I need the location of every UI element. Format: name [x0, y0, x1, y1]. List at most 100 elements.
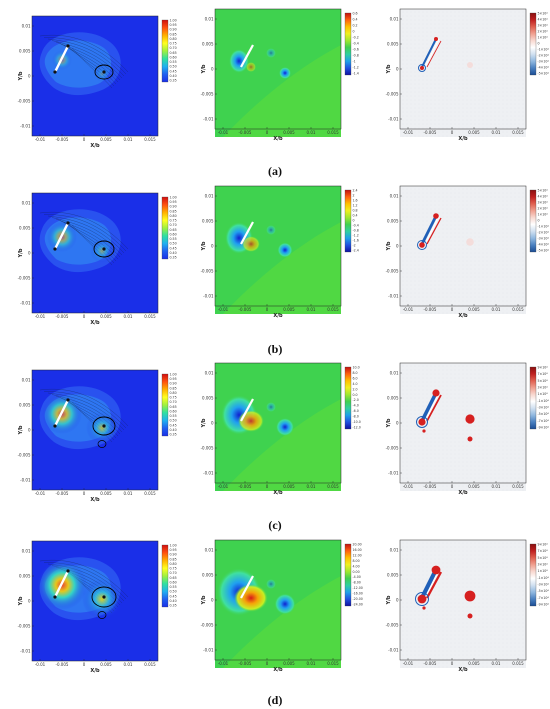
colorbar-label: -7×10⁴ [538, 596, 550, 600]
colorbar: 1.000.950.900.850.800.750.700.650.600.55… [161, 196, 177, 260]
x-tick-label: -0.005 [239, 307, 252, 312]
y-tick-label: 0.005 [19, 225, 31, 230]
y-axis-label: Y/b [201, 595, 207, 605]
x-tick-label: 0.005 [100, 491, 112, 496]
colorbar-label: 0.90 [170, 382, 177, 386]
x-tick-label: 0.01 [307, 130, 316, 135]
colorbar-label: 0.50 [170, 419, 177, 423]
colorbar-label: 0.85 [170, 32, 177, 36]
contour-plot: -0.01 -0.005 0 0.005 0.01 0.015 0.01 0.005 0 -0.0… [18, 192, 177, 326]
colorbar-label: 0 [538, 42, 540, 46]
plot-axes: -0.01 -0.005 0 0.005 0.01 0.015 0.01 0.005 0 -0.0… [386, 185, 527, 319]
colorbar-label: -3×10⁴ [538, 406, 550, 410]
colorbar-label: 16.00 [353, 548, 362, 552]
y-tick-label: 0 [396, 66, 399, 71]
colorbar-label: 0 [353, 30, 355, 34]
plate [240, 575, 254, 599]
colorbar-label: 0.75 [170, 567, 177, 571]
y-tick-label: -0.01 [20, 477, 31, 482]
colorbar-label: 0.00 [353, 570, 360, 574]
x-tick-label: 0.005 [100, 314, 112, 319]
colorbar: 1.000.950.900.850.800.750.700.650.600.55… [161, 544, 177, 608]
y-tick-label: 0 [211, 597, 214, 602]
plot-axes: -0.01 -0.005 0 0.005 0.01 0.015 0.01 0.005 0 -0.0… [201, 362, 342, 496]
x-tick-label: 0.015 [327, 130, 339, 135]
x-tick-label: 0 [451, 484, 454, 489]
colorbar-label: -12.00 [353, 586, 363, 590]
colorbar: 1.000.950.900.850.800.750.700.650.600.55… [161, 373, 177, 437]
x-tick-label: -0.005 [239, 484, 252, 489]
colorbar-label: 0.65 [170, 405, 177, 409]
colorbar-label: 0.65 [170, 228, 177, 232]
y-axis-label: Y/b [201, 64, 207, 74]
field-contours [32, 370, 158, 490]
x-tick-label: 0.015 [512, 130, 524, 135]
colorbar-label: 4.00 [353, 564, 360, 568]
y-axis-label: Y/b [18, 425, 24, 435]
colorbar-label: 0.65 [170, 576, 177, 580]
plot-axes: -0.01 -0.005 0 0.005 0.01 0.015 0.01 0.005 0 -0.0… [18, 192, 159, 326]
colorbar-label: 5×10⁴ [538, 189, 549, 193]
panel-c-2: -0.01 -0.005 0 0.005 0.01 0.015 0.01 0.005 0 -0.0… [193, 359, 363, 519]
y-tick-label: -0.005 [386, 91, 399, 96]
colorbar: 5×10⁴ 4×10⁴ 3×10⁴ 2×10⁴ 1×10⁴ 0 -1×10⁴ -2×10⁴ -3… [529, 189, 549, 253]
figure-row-b: -0.01 -0.005 0 0.005 0.01 0.015 0.01 0.005 0 -0.0… [0, 177, 550, 356]
y-tick-label: -0.005 [18, 275, 31, 280]
colorbar-label: 0.60 [170, 232, 177, 236]
colorbar-label: -0.2 [353, 36, 359, 40]
y-tick-label: 0.005 [19, 573, 31, 578]
x-tick-label: -0.01 [35, 491, 46, 496]
colorbar-label: -2.4 [353, 249, 359, 253]
x-tick-label: 0 [266, 661, 269, 666]
colorbar-label: 0.45 [170, 69, 177, 73]
colorbar-label: 0.75 [170, 219, 177, 223]
colorbar-label: -1.2 [353, 234, 359, 238]
figure-row-d: -0.01 -0.005 0 0.005 0.01 0.015 0.01 0.005 0 -0.0… [0, 531, 550, 709]
colorbar-label: 0.6 [353, 12, 358, 16]
x-tick-label: -0.005 [56, 662, 69, 667]
y-tick-label: -0.01 [388, 647, 399, 652]
y-axis-label: Y/b [18, 596, 24, 606]
colorbar-label: 2.0 [353, 387, 358, 391]
plate [240, 221, 254, 245]
colorbar-label: 0.60 [170, 409, 177, 413]
y-axis-label: Y/b [201, 418, 207, 428]
colorbar-label: -1×10⁴ [538, 576, 550, 580]
y-axis-label: Y/b [386, 64, 392, 74]
colorbar-label: 4.0 [353, 382, 358, 386]
colorbar-label: 1.00 [170, 196, 177, 200]
y-tick-label: -0.01 [388, 470, 399, 475]
colorbar-label: -1.2 [353, 66, 359, 70]
colorbar-label: -1×10⁴ [538, 399, 550, 403]
x-tick-label: -0.01 [403, 484, 414, 489]
colorbar-label: -1×10⁴ [538, 48, 550, 52]
vorticity-field [400, 363, 526, 491]
colorbar-label: -4×10⁴ [538, 66, 550, 70]
y-tick-label: 0 [28, 427, 31, 432]
colorbar-label: -2×10⁴ [538, 54, 550, 58]
y-tick-label: -0.01 [203, 293, 214, 298]
x-tick-label: 0 [266, 307, 269, 312]
x-tick-label: -0.005 [239, 661, 252, 666]
vorticity-field [400, 540, 526, 668]
x-tick-label: 0.005 [468, 307, 480, 312]
plate [53, 222, 70, 250]
pressure-plot: -0.01 -0.005 0 0.005 0.01 0.015 0.01 0.005 0 -0.0… [201, 8, 359, 142]
colorbar-label: 0.50 [170, 65, 177, 69]
pressure-field [215, 9, 341, 137]
plate [240, 398, 254, 422]
colorbar-label: 1×10⁴ [538, 569, 549, 573]
colorbar-label: 7×10⁴ [538, 372, 549, 376]
colorbar-label: 0 [353, 219, 355, 223]
y-tick-label: -0.005 [201, 268, 214, 273]
panel-b-1: -0.01 -0.005 0 0.005 0.01 0.015 0.01 0.005 0 -0.0… [10, 189, 180, 339]
plot-axes: -0.01 -0.005 0 0.005 0.01 0.015 0.01 0.005 0 -0.0… [386, 539, 527, 673]
x-axis-label: X/b [273, 313, 283, 319]
x-tick-label: -0.01 [218, 307, 229, 312]
y-tick-label: -0.005 [201, 622, 214, 627]
colorbar-label: 0.55 [170, 237, 177, 241]
colorbar-label: 0.90 [170, 553, 177, 557]
colorbar-label: 0 [538, 219, 540, 223]
y-tick-label: -0.005 [201, 91, 214, 96]
colorbar-label: 4×10⁴ [538, 18, 549, 22]
